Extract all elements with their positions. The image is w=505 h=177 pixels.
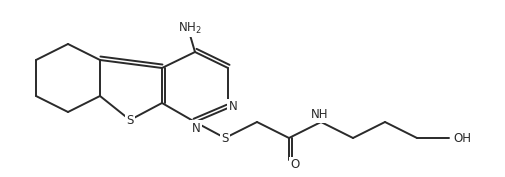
Text: N: N [228,101,237,113]
Text: NH$_2$: NH$_2$ [178,21,201,36]
Text: NH: NH [311,109,328,121]
Text: OH: OH [452,132,470,144]
Text: N: N [191,121,200,135]
Text: O: O [290,158,299,172]
Text: S: S [221,133,228,145]
Text: S: S [126,113,133,127]
